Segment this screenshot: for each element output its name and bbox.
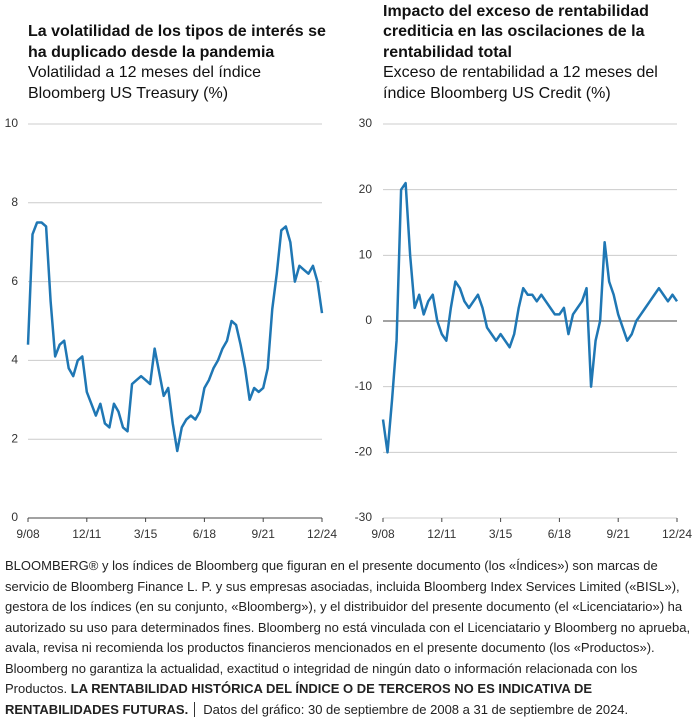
footnote: BLOOMBERG® y los índices de Bloomberg qu… bbox=[5, 556, 695, 720]
y-tick-label: 4 bbox=[11, 353, 18, 367]
x-tick-label: 6/18 bbox=[548, 527, 572, 541]
y-tick-label: 10 bbox=[5, 116, 19, 130]
x-tick-label: 9/21 bbox=[607, 527, 631, 541]
x-tick-label: 12/11 bbox=[427, 527, 456, 541]
y-tick-label: 2 bbox=[11, 431, 18, 445]
x-tick-label: 9/08 bbox=[16, 527, 40, 541]
y-tick-label: 20 bbox=[359, 182, 373, 196]
x-tick-label: 12/24 bbox=[307, 527, 337, 541]
chart-title: Impacto del exceso de rentabilidad credi… bbox=[383, 2, 649, 61]
right-header: Impacto del exceso de rentabilidad credi… bbox=[383, 0, 683, 104]
chart-title: La volatilidad de los tipos de interés s… bbox=[28, 23, 326, 61]
y-tick-label: 10 bbox=[359, 248, 373, 262]
source: Datos del gráfico: 30 de septiembre de 2… bbox=[194, 701, 629, 717]
x-tick-label: 12/24 bbox=[662, 527, 692, 541]
x-tick-label: 12/11 bbox=[72, 527, 101, 541]
x-tick-label: 3/15 bbox=[134, 527, 158, 541]
y-tick-label: 30 bbox=[359, 116, 373, 130]
line bbox=[381, 181, 679, 454]
y-tick-label: 0 bbox=[11, 510, 18, 524]
x-tick-label: 9/21 bbox=[252, 527, 276, 541]
x-tick-label: 6/18 bbox=[193, 527, 217, 541]
charts: 0 2 4 6 8 10 9/08 12/11 3/15 6/18 9/21 12/24 -30 -20 -… bbox=[5, 116, 693, 541]
left-header: La volatilidad de los tipos de interés s… bbox=[28, 0, 328, 104]
y-tick-label: -10 bbox=[355, 379, 373, 393]
y-tick-label: 6 bbox=[11, 274, 18, 288]
y-tick-label: 8 bbox=[11, 195, 18, 209]
y-tick-label: 0 bbox=[365, 313, 372, 327]
line bbox=[26, 221, 324, 453]
footnote-text: BLOOMBERG® y los índices de Bloomberg qu… bbox=[5, 558, 691, 696]
page: La volatilidad de los tipos de interés s… bbox=[4, 0, 693, 717]
chart-subtitle: Volatilidad a 12 meses del índice Bloomb… bbox=[28, 64, 262, 102]
x-tick-label: 9/08 bbox=[371, 527, 395, 541]
y-tick-label: -30 bbox=[355, 510, 373, 524]
x-tick-label: 3/15 bbox=[489, 527, 513, 541]
y-tick-label: -20 bbox=[355, 445, 373, 459]
chart-subtitle: Exceso de rentabilidad a 12 meses del ín… bbox=[383, 64, 658, 102]
